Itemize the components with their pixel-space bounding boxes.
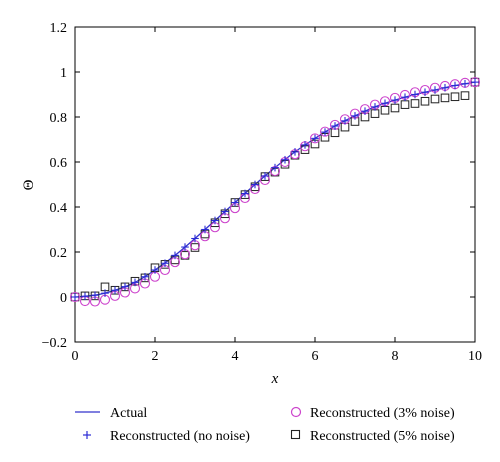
point-no-noise	[311, 134, 319, 143]
point-no-noise	[421, 88, 429, 97]
point-no-noise	[371, 103, 379, 111]
point-no-noise	[111, 286, 119, 295]
x-tick-label: 2	[152, 349, 159, 364]
point-no-noise	[131, 278, 139, 287]
point-5pct-noise	[440, 93, 450, 103]
legend-no-noise-label: Reconstructed (no noise)	[110, 429, 250, 444]
y-axis-label: Θ	[21, 179, 37, 190]
point-no-noise	[91, 291, 99, 299]
point-no-noise	[411, 90, 419, 99]
point-3pct-noise	[309, 133, 321, 144]
x-tick-label: 4	[232, 349, 239, 364]
x-axis-label: x	[271, 371, 279, 387]
legend-3pct-noise-marker	[290, 406, 302, 418]
x-tick-label: 0	[72, 349, 79, 364]
point-5pct-noise	[460, 91, 470, 100]
point-no-noise	[341, 117, 349, 125]
y-tick-label: −0.2	[42, 336, 67, 351]
y-tick-label: 1.2	[50, 21, 68, 36]
point-no-noise	[301, 141, 309, 149]
point-no-noise	[281, 155, 289, 164]
point-no-noise	[171, 251, 179, 260]
y-tick-label: 0.4	[50, 201, 68, 216]
point-no-noise	[251, 180, 259, 189]
legend-5pct-noise-marker	[290, 429, 301, 440]
point-no-noise	[291, 148, 299, 156]
legend-3pct-noise-label: Reconstructed (3% noise)	[310, 406, 455, 421]
point-no-noise	[201, 225, 209, 234]
x-tick-label: 6	[312, 349, 319, 364]
point-5pct-noise	[430, 94, 440, 104]
y-tick-label: 0.8	[50, 111, 68, 126]
axis-ticks: 0 2 4 6 8 10 −0.2 0 0.2 0.4 0.6 0.8 1 1.2	[42, 21, 482, 364]
point-no-noise	[431, 86, 439, 94]
point-no-noise	[351, 112, 359, 120]
point-no-noise	[381, 99, 389, 108]
point-no-noise	[161, 259, 169, 268]
plot-area: 0 2 4 6 8 10 −0.2 0 0.2 0.4 0.6 0.8 1 1.2	[42, 21, 482, 364]
point-no-noise	[241, 189, 249, 198]
y-tick-label: 0.2	[50, 246, 68, 261]
point-3pct-noise	[469, 77, 481, 88]
series-layer	[69, 77, 481, 307]
point-no-noise	[81, 292, 89, 301]
plot-frame	[74, 26, 476, 343]
point-3pct-noise	[319, 126, 331, 137]
legend-actual-label: Actual	[110, 406, 147, 421]
point-no-noise	[71, 293, 79, 301]
point-no-noise	[101, 289, 109, 297]
x-tick-label: 10	[468, 349, 482, 364]
legend-5pct-noise-label: Reconstructed (5% noise)	[310, 429, 455, 444]
point-5pct-noise	[410, 99, 420, 108]
point-no-noise	[211, 216, 219, 225]
point-no-noise	[401, 93, 409, 101]
legend-item-no-noise: Reconstructed (no noise)	[83, 429, 250, 444]
point-no-noise	[141, 272, 149, 281]
legend-item-5pct-noise: Reconstructed (5% noise)	[290, 429, 455, 444]
y-tick-label: 1	[60, 66, 67, 81]
point-no-noise	[221, 207, 229, 216]
point-no-noise	[321, 128, 329, 136]
y-tick-label: 0	[60, 291, 67, 306]
y-tick-label: 0.6	[50, 156, 68, 171]
point-no-noise	[261, 172, 269, 180]
point-no-noise	[361, 107, 369, 115]
point-no-noise	[181, 243, 189, 251]
legend-item-actual: Actual	[75, 406, 147, 421]
point-3pct-noise	[69, 291, 81, 303]
legend-item-3pct-noise: Reconstructed (3% noise)	[290, 406, 455, 421]
point-no-noise	[121, 282, 129, 291]
point-no-noise	[151, 266, 159, 274]
legend: Actual Reconstructed (no noise) Reconstr…	[75, 406, 455, 444]
point-no-noise	[331, 122, 339, 130]
point-5pct-noise	[390, 103, 400, 113]
point-no-noise	[471, 78, 479, 86]
point-no-noise	[391, 96, 399, 104]
point-no-noise	[191, 234, 199, 243]
x-tick-label: 8	[392, 349, 399, 364]
point-no-noise	[271, 163, 279, 172]
point-no-noise	[441, 83, 449, 92]
legend-no-noise-marker	[83, 431, 91, 439]
point-no-noise	[461, 79, 469, 88]
point-5pct-noise	[450, 92, 460, 102]
point-5pct-noise	[420, 96, 430, 106]
point-no-noise	[231, 198, 239, 207]
point-no-noise	[451, 81, 459, 90]
